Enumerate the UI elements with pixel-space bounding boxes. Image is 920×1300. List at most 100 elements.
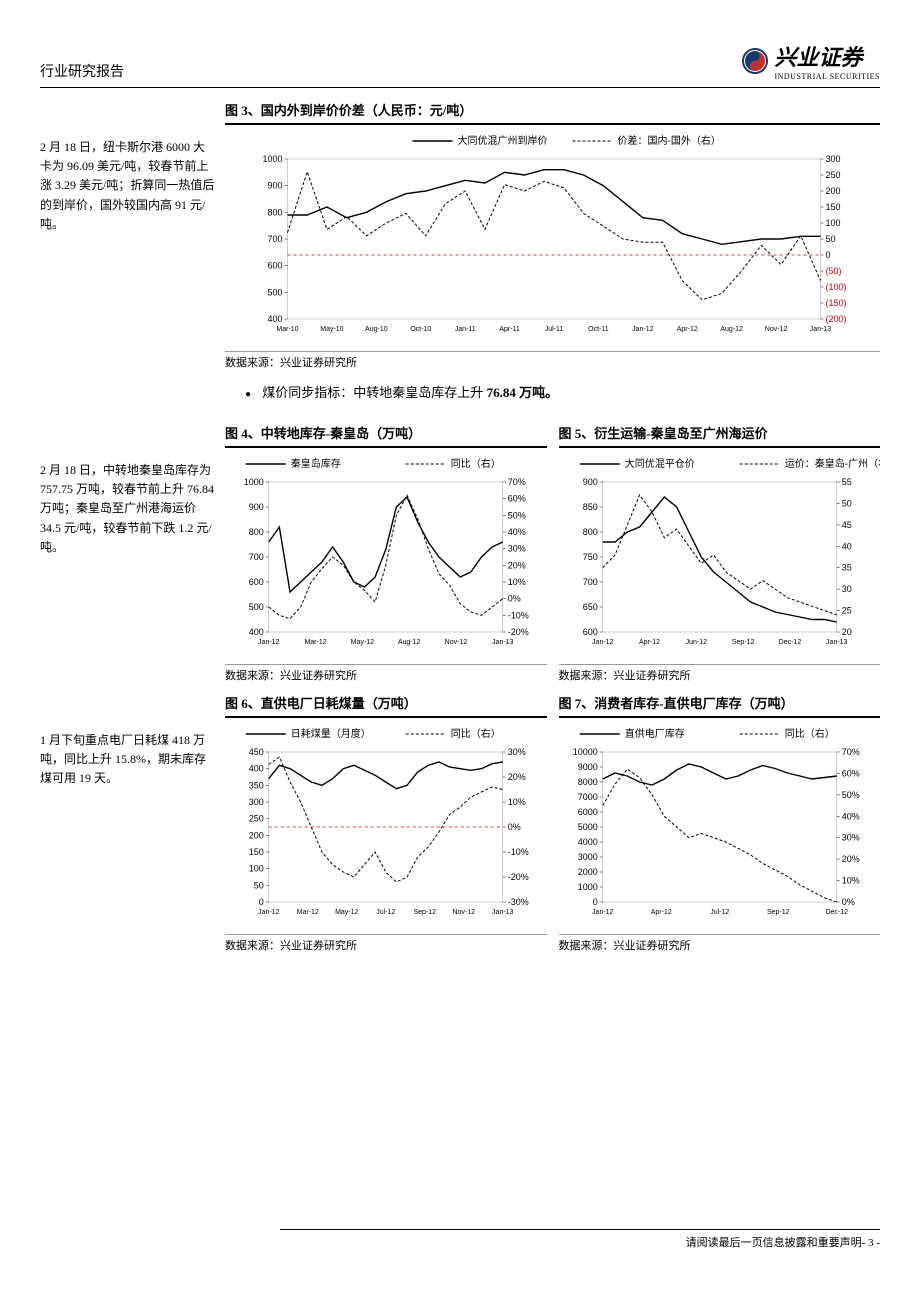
svg-text:3000: 3000 <box>577 852 597 862</box>
svg-text:6000: 6000 <box>577 807 597 817</box>
bullet-indicator: 煤价同步指标：中转地秦皇岛库存上升 76.84 万吨。 <box>245 382 880 401</box>
svg-text:大同优混广州到岸价: 大同优混广州到岸价 <box>458 134 548 147</box>
svg-text:5000: 5000 <box>577 822 597 832</box>
svg-text:300: 300 <box>249 797 264 807</box>
chart3: 大同优混广州到岸价价差：国内-国外（右）40050060070080090010… <box>225 129 880 349</box>
svg-text:日耗煤量（月度）: 日耗煤量（月度） <box>291 727 371 740</box>
svg-text:35: 35 <box>841 563 851 573</box>
svg-text:9000: 9000 <box>577 762 597 772</box>
svg-text:1000: 1000 <box>577 882 597 892</box>
svg-text:Nov-12: Nov-12 <box>452 909 475 916</box>
svg-text:Nov-12: Nov-12 <box>765 326 788 333</box>
svg-text:Sep-12: Sep-12 <box>766 909 789 916</box>
svg-text:Jul-11: Jul-11 <box>545 326 564 333</box>
svg-text:Nov-12: Nov-12 <box>445 639 468 646</box>
svg-text:0%: 0% <box>841 897 854 907</box>
svg-text:30%: 30% <box>841 833 859 843</box>
svg-text:30%: 30% <box>508 544 526 554</box>
svg-text:50%: 50% <box>841 790 859 800</box>
svg-text:40%: 40% <box>508 527 526 537</box>
svg-text:150: 150 <box>249 847 264 857</box>
svg-text:2000: 2000 <box>577 867 597 877</box>
svg-text:-30%: -30% <box>508 897 529 907</box>
svg-text:650: 650 <box>582 602 597 612</box>
svg-text:Apr-12: Apr-12 <box>639 639 660 646</box>
chart6-title: 图 6、直供电厂日耗煤量（万吨） <box>225 691 547 718</box>
page-footer: 请阅读最后一页信息披露和重要声明- 3 - <box>280 1229 880 1250</box>
svg-text:-10%: -10% <box>508 610 529 620</box>
svg-text:同比（右）: 同比（右） <box>784 727 834 740</box>
svg-text:Mar-12: Mar-12 <box>297 909 319 916</box>
svg-text:1000: 1000 <box>262 154 282 164</box>
svg-text:200: 200 <box>249 830 264 840</box>
svg-text:300: 300 <box>826 154 841 164</box>
chart5-title: 图 5、衍生运输-秦皇岛至广州海运价 <box>559 421 881 448</box>
svg-text:Jan-13: Jan-13 <box>492 909 514 916</box>
svg-text:350: 350 <box>249 780 264 790</box>
svg-text:40%: 40% <box>841 811 859 821</box>
svg-text:30%: 30% <box>508 747 526 757</box>
svg-text:Jun-12: Jun-12 <box>685 639 707 646</box>
svg-text:-10%: -10% <box>508 847 529 857</box>
svg-text:800: 800 <box>582 527 597 537</box>
svg-text:4000: 4000 <box>577 837 597 847</box>
svg-text:70%: 70% <box>841 747 859 757</box>
svg-text:0: 0 <box>826 250 831 260</box>
svg-text:May-12: May-12 <box>335 909 358 916</box>
svg-text:400: 400 <box>249 627 264 637</box>
svg-text:Jan-12: Jan-12 <box>592 639 614 646</box>
svg-text:同比（右）: 同比（右） <box>451 727 501 740</box>
header-title: 行业研究报告 <box>40 61 124 81</box>
page-header: 行业研究报告 兴业证券 INDUSTRIAL SECURITIES <box>40 40 880 88</box>
svg-text:450: 450 <box>249 747 264 757</box>
chart5-source: 数据来源：兴业证券研究所 <box>559 664 881 683</box>
svg-text:价差：国内-国外（右）: 价差：国内-国外（右） <box>618 134 721 147</box>
svg-text:40: 40 <box>841 541 851 551</box>
chart3-title: 图 3、国内外到岸价价差（人民币：元/吨） <box>225 98 880 125</box>
svg-text:600: 600 <box>249 577 264 587</box>
svg-text:May-10: May-10 <box>320 326 343 333</box>
svg-text:Oct-10: Oct-10 <box>410 326 431 333</box>
sidebar-note-3: 1 月下旬重点电厂日耗煤 418 万吨，同比上升 15.8%，期末库存煤可用 1… <box>40 691 215 953</box>
svg-text:Sep-12: Sep-12 <box>731 639 754 646</box>
svg-text:850: 850 <box>582 502 597 512</box>
svg-text:500: 500 <box>249 602 264 612</box>
svg-text:700: 700 <box>267 234 282 244</box>
svg-text:600: 600 <box>582 627 597 637</box>
svg-text:20%: 20% <box>508 560 526 570</box>
svg-text:-20%: -20% <box>508 872 529 882</box>
logo-swirl-icon <box>742 48 768 74</box>
svg-text:20%: 20% <box>841 854 859 864</box>
svg-text:Dec-12: Dec-12 <box>778 639 801 646</box>
chart4: 秦皇岛库存同比（右）4005006007008009001000-20%-10%… <box>225 452 547 662</box>
svg-text:100: 100 <box>249 864 264 874</box>
chart7-source: 数据来源：兴业证券研究所 <box>559 934 881 953</box>
bullet-prefix: 煤价同步指标：中转地秦皇岛库存上升 <box>262 385 486 400</box>
svg-text:600: 600 <box>267 261 282 271</box>
svg-text:(100): (100) <box>826 282 847 292</box>
svg-text:Jan-13: Jan-13 <box>826 639 848 646</box>
svg-text:50: 50 <box>826 234 836 244</box>
chart7-title: 图 7、消费者库存-直供电厂库存（万吨） <box>559 691 881 718</box>
svg-text:Jan-12: Jan-12 <box>258 639 280 646</box>
svg-text:(150): (150) <box>826 298 847 308</box>
svg-text:May-12: May-12 <box>351 639 374 646</box>
svg-text:Jul-12: Jul-12 <box>710 909 729 916</box>
svg-text:25: 25 <box>841 606 851 616</box>
svg-text:60%: 60% <box>841 768 859 778</box>
svg-text:250: 250 <box>826 170 841 180</box>
svg-text:0: 0 <box>259 897 264 907</box>
svg-text:Dec-12: Dec-12 <box>825 909 848 916</box>
chart4-source: 数据来源：兴业证券研究所 <box>225 664 547 683</box>
svg-text:100: 100 <box>826 218 841 228</box>
svg-text:400: 400 <box>249 764 264 774</box>
sidebar-note-2: 2 月 18 日，中转地秦皇岛库存为 757.75 万吨，较春节前上升 76.8… <box>40 421 215 683</box>
svg-text:10%: 10% <box>508 577 526 587</box>
svg-text:50: 50 <box>841 498 851 508</box>
svg-text:Jan-12: Jan-12 <box>258 909 280 916</box>
svg-text:Aug-12: Aug-12 <box>720 326 743 333</box>
svg-text:10000: 10000 <box>572 747 597 757</box>
svg-text:Jan-12: Jan-12 <box>632 326 654 333</box>
company-logo: 兴业证券 INDUSTRIAL SECURITIES <box>742 40 880 81</box>
chart6-source: 数据来源：兴业证券研究所 <box>225 934 547 953</box>
